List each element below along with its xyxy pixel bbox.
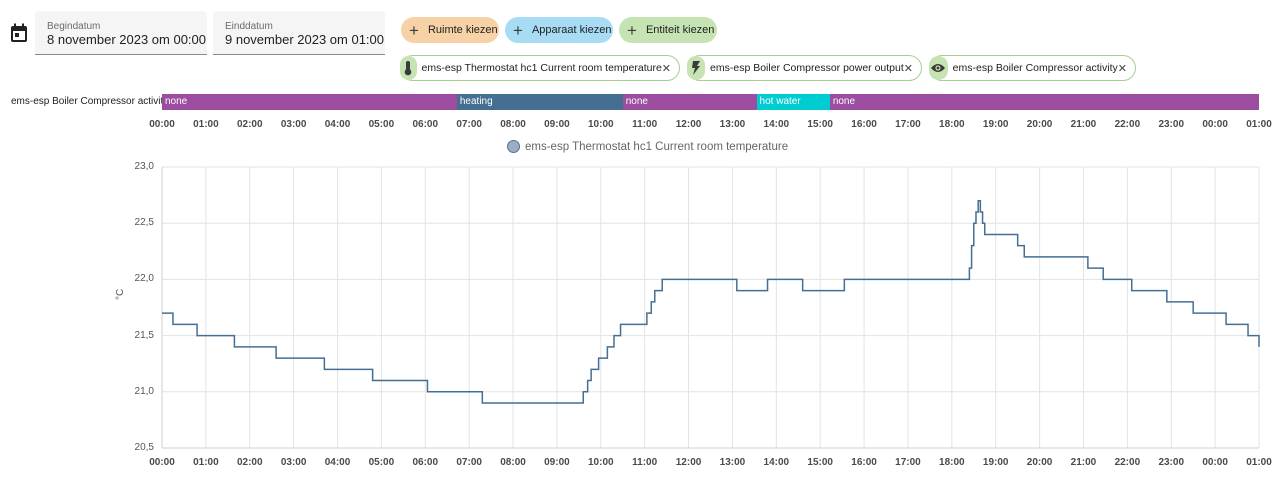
timeline-x-tick-label: 12:00 xyxy=(675,119,702,130)
timeline-x-tick-label: 13:00 xyxy=(719,119,746,130)
timeline-x-tick-label: 00:00 xyxy=(1202,119,1228,130)
timeline-x-tick-label: 07:00 xyxy=(456,119,482,130)
entity-chip-compressor-activity[interactable]: ems-esp Boiler Compressor activity ✕ xyxy=(929,55,1136,81)
timeline-segment-none[interactable]: none xyxy=(829,94,1259,110)
timeline-x-tick-label: 21:00 xyxy=(1070,119,1097,130)
choose-area-button[interactable]: + Ruimte kiezen xyxy=(401,17,499,43)
chart-x-tick-label: 13:00 xyxy=(719,457,746,468)
chart-x-tick-label: 14:00 xyxy=(763,457,790,468)
timeline-x-tick-label: 01:00 xyxy=(193,119,219,130)
chart-x-tick-label: 01:00 xyxy=(193,457,219,468)
chart-x-tick-label: 00:00 xyxy=(1202,457,1228,468)
chart-legend[interactable]: ems-esp Thermostat hc1 Current room temp… xyxy=(507,140,788,153)
timeline-x-tick-label: 18:00 xyxy=(939,119,965,130)
start-date-field[interactable]: Begindatum 8 november 2023 om 00:00 xyxy=(35,11,207,55)
close-icon[interactable]: ✕ xyxy=(661,62,671,75)
y-tick-label: 23,0 xyxy=(134,161,154,172)
chart-x-tick-label: 06:00 xyxy=(412,457,439,468)
chart-x-tick-label: 10:00 xyxy=(588,457,614,468)
y-tick-label: 21,5 xyxy=(134,329,154,341)
choose-area-label: Ruimte kiezen xyxy=(427,24,498,36)
chart-x-tick-label: 07:00 xyxy=(456,457,482,468)
timeline-x-tick-label: 16:00 xyxy=(851,119,877,130)
chart-x-tick-label: 12:00 xyxy=(675,457,702,468)
timeline-x-tick-label: 10:00 xyxy=(588,119,614,130)
entity-chip-room-temperature[interactable]: ems-esp Thermostat hc1 Current room temp… xyxy=(400,55,680,81)
thermometer-icon xyxy=(400,56,417,80)
lightning-icon xyxy=(687,56,706,80)
timeline-x-tick-label: 11:00 xyxy=(632,119,658,130)
end-date-value: 9 november 2023 om 01:00 xyxy=(225,32,384,47)
plus-icon: + xyxy=(409,20,419,40)
y-tick-label: 21,0 xyxy=(134,385,154,397)
timeline-x-tick-label: 02:00 xyxy=(236,119,263,130)
close-icon[interactable]: ✕ xyxy=(1117,62,1127,75)
timeline-x-tick-label: 22:00 xyxy=(1114,119,1141,130)
chip-label: ems-esp Boiler Compressor activity xyxy=(952,62,1118,74)
timeline-x-tick-label: 19:00 xyxy=(982,119,1009,130)
timeline-x-tick-label: 04:00 xyxy=(324,119,351,130)
choose-entity-button[interactable]: + Entiteit kiezen xyxy=(619,17,717,43)
start-date-label: Begindatum xyxy=(47,21,101,32)
chart-x-tick-label: 17:00 xyxy=(895,457,921,468)
chart-x-tick-label: 11:00 xyxy=(632,457,658,468)
timeline-x-tick-label: 09:00 xyxy=(544,119,570,130)
chart-x-tick-label: 09:00 xyxy=(544,457,570,468)
timeline-x-tick-label: 05:00 xyxy=(368,119,395,130)
timeline-x-tick-label: 06:00 xyxy=(412,119,439,130)
plus-icon: + xyxy=(627,20,637,40)
chart-x-tick-label: 15:00 xyxy=(807,457,833,468)
legend-swatch xyxy=(507,140,520,153)
timeline-x-tick-label: 08:00 xyxy=(500,119,526,130)
choose-device-button[interactable]: + Apparaat kiezen xyxy=(505,17,613,43)
timeline-x-tick-label: 03:00 xyxy=(280,119,307,130)
chart-x-tick-label: 19:00 xyxy=(982,457,1009,468)
chart-x-tick-label: 01:00 xyxy=(1246,457,1272,468)
end-date-field[interactable]: Einddatum 9 november 2023 om 01:00 xyxy=(213,11,385,55)
close-icon[interactable]: ✕ xyxy=(903,62,913,75)
chip-label: ems-esp Thermostat hc1 Current room temp… xyxy=(421,62,662,74)
legend-label: ems-esp Thermostat hc1 Current room temp… xyxy=(525,140,789,153)
chart-x-tick-label: 04:00 xyxy=(324,457,351,468)
chip-label: ems-esp Boiler Compressor power output xyxy=(710,62,904,74)
calendar-icon[interactable] xyxy=(10,23,28,43)
temperature-series-line xyxy=(162,199,1260,404)
start-date-value: 8 november 2023 om 00:00 xyxy=(47,32,206,47)
timeline-segment-none[interactable]: none xyxy=(162,94,457,110)
choose-entity-label: Entiteit kiezen xyxy=(645,24,715,36)
chart-x-tick-label: 18:00 xyxy=(939,457,965,468)
timeline-x-tick-label: 20:00 xyxy=(1026,119,1053,130)
timeline-segment-hot-water[interactable]: hot water xyxy=(756,94,830,110)
timeline-x-tick-label: 17:00 xyxy=(895,119,921,130)
timeline-segment-none[interactable]: none xyxy=(622,94,757,110)
timeline-x-tick-label: 01:00 xyxy=(1246,119,1272,130)
timeline-entity-label: ems-esp Boiler Compressor activity xyxy=(11,96,169,107)
y-tick-label: 22,0 xyxy=(134,273,154,285)
choose-device-label: Apparaat kiezen xyxy=(531,24,612,36)
entity-chip-power-output[interactable]: ems-esp Boiler Compressor power output ✕ xyxy=(687,55,922,81)
plus-icon: + xyxy=(513,20,523,40)
y-tick-label: 20,5 xyxy=(134,442,154,453)
chart-x-tick-label: 00:00 xyxy=(149,457,175,468)
chart-x-tick-label: 20:00 xyxy=(1026,457,1053,468)
chart-x-tick-label: 16:00 xyxy=(851,457,877,468)
end-date-label: Einddatum xyxy=(225,21,273,32)
timeline-x-tick-label: 15:00 xyxy=(807,119,833,130)
timeline-x-tick-label: 00:00 xyxy=(149,119,175,130)
timeline-segment-heating[interactable]: heating xyxy=(456,94,623,110)
eye-icon xyxy=(929,56,948,80)
chart-x-tick-label: 21:00 xyxy=(1070,457,1097,468)
chart-x-tick-label: 03:00 xyxy=(280,457,307,468)
chart-x-tick-label: 05:00 xyxy=(368,457,395,468)
chart-x-tick-label: 08:00 xyxy=(500,457,526,468)
chart-x-tick-label: 02:00 xyxy=(236,457,263,468)
timeline-x-tick-label: 23:00 xyxy=(1158,119,1185,130)
chart-x-tick-label: 22:00 xyxy=(1114,457,1141,468)
timeline-x-tick-label: 14:00 xyxy=(763,119,790,130)
timeline-bar: none heating none hot water none xyxy=(162,94,1259,110)
y-tick-label: 22,5 xyxy=(134,217,154,229)
chart-x-tick-label: 23:00 xyxy=(1158,457,1185,468)
